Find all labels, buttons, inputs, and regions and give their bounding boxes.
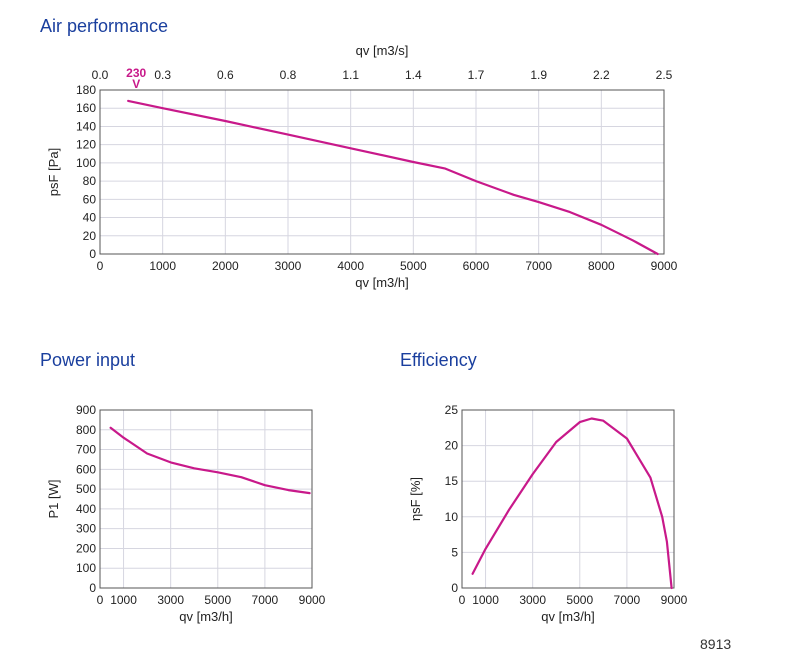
power-y-tick-label: 200 — [76, 541, 96, 555]
power-x-tick-label: 0 — [97, 593, 104, 607]
air-y-tick-label: 140 — [76, 119, 96, 133]
efficiency-title: Efficiency — [400, 350, 477, 370]
power-input-title: Power input — [40, 350, 136, 370]
air-y-tick-label: 100 — [76, 156, 96, 170]
air-x-tick-label: 6000 — [463, 259, 490, 273]
power-y-tick-label: 300 — [76, 522, 96, 536]
power-y-axis-label: P1 [W] — [46, 479, 61, 518]
power-chart: 0 1000 3000 5000 7000 9000 0 100 200 300 400 500 600… — [46, 403, 326, 624]
efficiency-x-tick-label: 1000 — [472, 593, 499, 607]
efficiency-x-tick-label: 9000 — [661, 593, 688, 607]
air-top-axis-label: qv [m3/s] — [356, 43, 409, 58]
air-x-axis-label: qv [m3/h] — [355, 275, 408, 290]
air-y-tick-label: 60 — [83, 192, 97, 206]
efficiency-x-axis-label: qv [m3/h] — [541, 609, 594, 624]
air-x-tick-label: 5000 — [400, 259, 427, 273]
air-top-tick-label: 0.3 — [154, 68, 171, 82]
air-top-tick-label: 1.4 — [405, 68, 422, 82]
air-x-tick-label: 3000 — [275, 259, 302, 273]
air-y-tick-label: 0 — [89, 247, 96, 261]
efficiency-y-tick-label: 20 — [445, 439, 459, 453]
power-y-tick-label: 100 — [76, 561, 96, 575]
air-y-tick-label: 80 — [83, 174, 97, 188]
air-y-axis-label: psF [Pa] — [46, 148, 61, 196]
power-y-tick-label: 800 — [76, 423, 96, 437]
air-x-tick-label: 0 — [97, 259, 104, 273]
air-top-tick-label: 1.1 — [342, 68, 359, 82]
power-x-tick-label: 5000 — [204, 593, 231, 607]
air-chart: 0 1000 2000 3000 4000 5000 6000 7000 8000 9000 0 20… — [46, 43, 678, 290]
air-top-tick-label: 2.5 — [656, 68, 673, 82]
air-x-tick-label: 4000 — [337, 259, 364, 273]
air-x-tick-label: 1000 — [149, 259, 176, 273]
power-x-tick-label: 9000 — [299, 593, 326, 607]
air-x-tick-label: 8000 — [588, 259, 615, 273]
efficiency-y-tick-label: 25 — [445, 403, 459, 417]
efficiency-x-tick-label: 7000 — [614, 593, 641, 607]
air-y-tick-label: 20 — [83, 229, 97, 243]
efficiency-y-tick-label: 10 — [445, 510, 459, 524]
air-top-tick-label: 1.7 — [468, 68, 485, 82]
air-top-tick-label: 2.2 — [593, 68, 610, 82]
air-top-tick-label: 0.0 — [92, 68, 109, 82]
air-top-tick-label: 0.6 — [217, 68, 234, 82]
power-y-tick-label: 700 — [76, 443, 96, 457]
air-x-tick-label: 2000 — [212, 259, 239, 273]
efficiency-x-tick-label: 0 — [459, 593, 466, 607]
air-x-tick-label: 9000 — [651, 259, 678, 273]
efficiency-x-tick-label: 5000 — [566, 593, 593, 607]
air-y-tick-label: 120 — [76, 138, 96, 152]
power-y-tick-label: 600 — [76, 462, 96, 476]
air-series-line — [127, 99, 659, 256]
air-y-tick-label: 40 — [83, 211, 97, 225]
air-plot-frame — [99, 89, 665, 255]
power-y-tick-label: 400 — [76, 502, 96, 516]
air-top-tick-label: 0.8 — [280, 68, 297, 82]
efficiency-x-tick-label: 3000 — [519, 593, 546, 607]
air-x-tick-label: 7000 — [525, 259, 552, 273]
air-curve-label: 230 V — [126, 66, 146, 91]
power-y-tick-label: 500 — [76, 482, 96, 496]
efficiency-plot-frame — [461, 409, 675, 589]
power-x-tick-label: 7000 — [252, 593, 279, 607]
efficiency-y-tick-label: 0 — [451, 581, 458, 595]
air-top-tick-label: 1.9 — [530, 68, 547, 82]
efficiency-chart: 0 1000 3000 5000 7000 9000 0 5 10 15 20 25 qv [m3/h]… — [408, 403, 688, 624]
power-y-tick-label: 0 — [89, 581, 96, 595]
efficiency-y-tick-label: 5 — [451, 545, 458, 559]
power-x-tick-label: 3000 — [157, 593, 184, 607]
efficiency-y-axis-label: ηsF [%] — [408, 477, 423, 521]
power-x-tick-label: 1000 — [110, 593, 137, 607]
power-x-axis-label: qv [m3/h] — [179, 609, 232, 624]
power-y-tick-label: 900 — [76, 403, 96, 417]
power-series-line — [109, 426, 311, 495]
air-y-tick-label: 160 — [76, 101, 96, 115]
efficiency-y-tick-label: 15 — [445, 474, 459, 488]
air-y-tick-label: 180 — [76, 83, 96, 97]
power-plot-frame — [99, 409, 313, 589]
footer-code: 8913 — [700, 636, 732, 652]
efficiency-series-line — [471, 417, 673, 590]
air-performance-title: Air performance — [40, 16, 169, 36]
